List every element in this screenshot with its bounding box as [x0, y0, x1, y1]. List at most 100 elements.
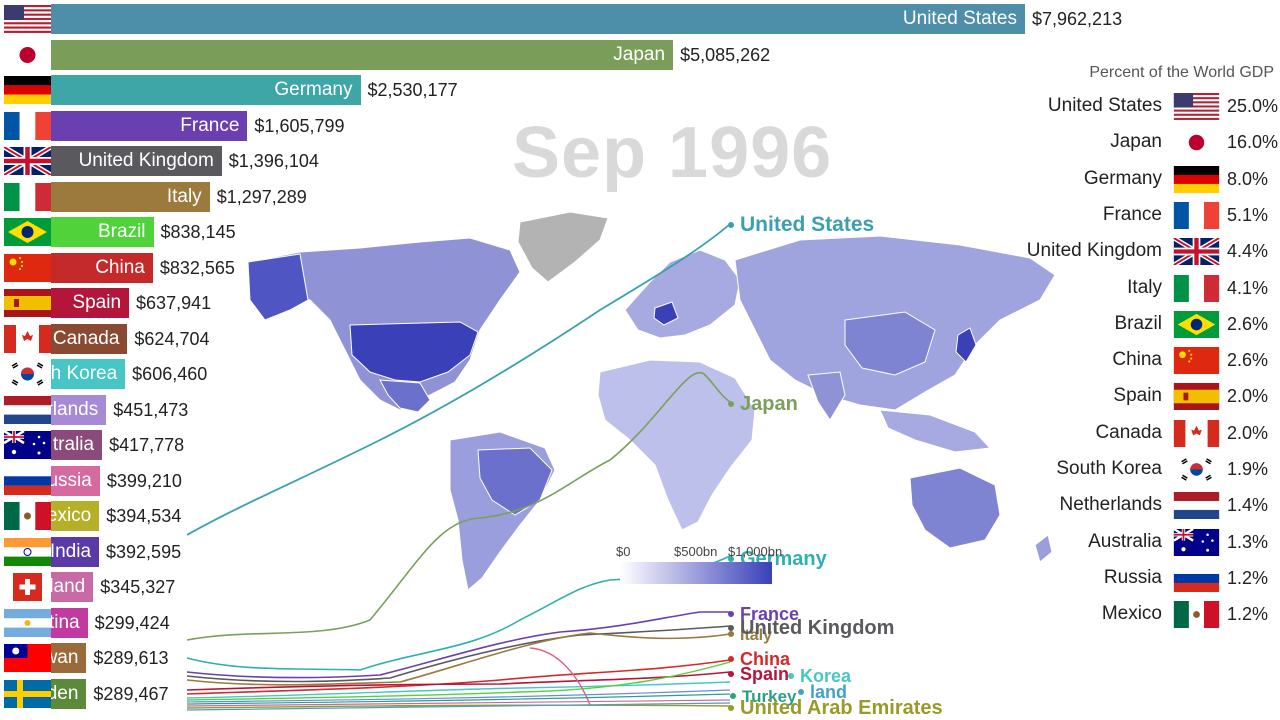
trend-lines — [186, 223, 731, 711]
share-percent: 4.4% — [1227, 241, 1269, 262]
flag-br-icon — [4, 218, 51, 246]
southeast-asia-shape — [879, 409, 992, 453]
france-trend-line — [186, 611, 730, 679]
minor-trend-line — [186, 693, 731, 705]
share-country-name: Germany — [1083, 167, 1162, 189]
share-percent: 2.6% — [1227, 350, 1269, 371]
bar-country-label: land — [51, 576, 86, 597]
bar-country-label: Japan — [613, 43, 666, 65]
line-end-label: France — [740, 604, 799, 624]
flag-cn-icon — [4, 253, 51, 282]
line-end-label: China — [740, 649, 791, 669]
bar-value-label: $299,424 — [94, 612, 170, 633]
bar-country-label: Spain — [72, 292, 122, 313]
bar-us: United States — [51, 4, 1025, 34]
share-row-cn: China 2.6% — [1020, 344, 1280, 376]
line-end-dot — [728, 705, 734, 711]
flag-br-icon — [1173, 310, 1220, 338]
share-percent: 2.0% — [1227, 422, 1269, 443]
bar-value-label: $1,396,104 — [228, 151, 319, 171]
bar-value-label: $451,473 — [113, 399, 189, 420]
flag-fr-icon — [4, 111, 51, 140]
bar-value-label: $838,145 — [160, 222, 236, 242]
bar-jp: Japan — [51, 39, 674, 70]
bar-country-label: United States — [902, 8, 1017, 29]
share-country-name: Italy — [1127, 276, 1162, 298]
flag-gb-icon — [1173, 238, 1220, 266]
flag-jp-icon — [4, 40, 51, 69]
line-end-dot — [728, 671, 734, 677]
bar-ca: Canada — [51, 323, 128, 354]
share-row-ru: Russia 1.2% — [1020, 562, 1280, 594]
share-country-name: Canada — [1095, 421, 1162, 443]
share-country-name: Japan — [1110, 131, 1162, 153]
map-landmasses — [247, 211, 1056, 591]
bar-gb: United Kingdom — [51, 146, 222, 176]
share-country-name: United States — [1047, 95, 1162, 116]
bar-mx: exico — [51, 501, 100, 531]
flag-in-icon — [4, 537, 51, 566]
bar-nl: rlands — [51, 394, 107, 425]
bar-value-label: $5,085,262 — [680, 44, 771, 65]
line-end-dot — [798, 689, 804, 695]
flag-ch-icon — [4, 573, 51, 601]
bar-country-label: exico — [51, 505, 92, 526]
bar-cn: China — [51, 252, 153, 283]
new-zealand-shape — [1034, 534, 1053, 563]
line-end-dot — [728, 625, 734, 631]
share-row-mx: Mexico 1.2% — [1020, 598, 1280, 630]
flag-kr-icon — [1173, 456, 1220, 483]
line-end-label: land — [810, 682, 847, 702]
bar-value-label: $289,613 — [93, 648, 169, 668]
uae-trend-line — [186, 704, 731, 709]
bar-de: Germany — [51, 75, 361, 105]
italy-trend-line — [186, 632, 731, 686]
share-country-name: South Korea — [1056, 458, 1162, 479]
us-trend-line — [186, 223, 731, 536]
line-end-label: Italy — [740, 627, 772, 644]
flag-nl-icon — [1173, 492, 1220, 520]
line-end-dot — [728, 222, 734, 228]
alaska-shape — [247, 253, 309, 321]
flag-it-icon — [4, 182, 51, 211]
bar-country-label: rlands — [51, 398, 99, 420]
bar-country-label: tina — [51, 611, 80, 633]
share-country-name: United Kingdom — [1026, 240, 1162, 262]
bar-es: Spain — [51, 288, 130, 318]
share-row-br: Brazil 2.6% — [1020, 308, 1280, 340]
legend-gradient — [620, 562, 772, 584]
bar-ch: land — [51, 572, 94, 602]
india-shape — [807, 371, 846, 421]
date-label: Sep 1996 — [512, 113, 833, 193]
line-end-label: Spain — [740, 664, 789, 684]
minor-trend-line — [186, 689, 731, 703]
flag-gb-icon — [4, 147, 51, 175]
share-row-de: Germany 8.0% — [1020, 163, 1280, 195]
bar-value-label: $289,467 — [93, 683, 169, 704]
bar-country-label: th Korea — [51, 363, 118, 384]
bar-kr: th Korea — [51, 359, 126, 389]
bar-in: India — [51, 536, 100, 567]
flag-de-icon — [4, 76, 51, 104]
bar-value-label: $417,778 — [109, 435, 185, 455]
flag-ar-icon — [4, 608, 51, 637]
australia-shape — [909, 467, 1001, 549]
flag-au-icon — [4, 431, 51, 459]
share-percent: 2.0% — [1227, 386, 1269, 407]
share-row-kr: South Korea 1.9% — [1020, 453, 1280, 485]
flag-mx-icon — [1173, 601, 1220, 629]
bar-country-label: den — [51, 682, 79, 704]
flag-ca-icon — [4, 324, 51, 353]
bar-value-label: $345,327 — [100, 577, 176, 597]
line-labels: United StatesJapanGermanyFranceItalyUnit… — [728, 213, 943, 719]
japan-trend-line — [186, 372, 731, 641]
share-row-ca: Canada 2.0% — [1020, 417, 1280, 449]
greenland-shape — [517, 211, 609, 283]
flag-kr-icon — [4, 360, 51, 388]
bar-value-label: $606,460 — [132, 364, 208, 384]
line-end-dot — [728, 611, 734, 617]
flag-ru-icon — [4, 466, 51, 495]
flag-it-icon — [1173, 274, 1220, 302]
